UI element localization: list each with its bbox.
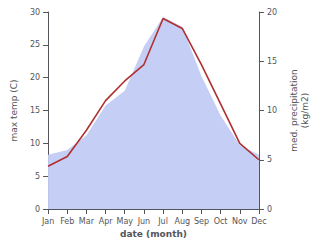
- svg-text:max temp (C): max temp (C): [9, 79, 19, 141]
- svg-text:0: 0: [267, 205, 272, 214]
- svg-text:25: 25: [30, 40, 40, 49]
- svg-text:20: 20: [30, 73, 40, 82]
- svg-text:Oct: Oct: [214, 217, 228, 226]
- svg-text:15: 15: [30, 106, 40, 115]
- svg-text:0: 0: [35, 205, 40, 214]
- svg-text:Mar: Mar: [79, 217, 95, 226]
- svg-text:30: 30: [30, 8, 40, 17]
- svg-text:Jul: Jul: [157, 217, 168, 226]
- svg-text:Dec: Dec: [251, 217, 266, 226]
- svg-text:15: 15: [267, 57, 277, 66]
- svg-text:20: 20: [267, 8, 277, 17]
- svg-text:10: 10: [30, 139, 40, 148]
- svg-text:med. precipitation: med. precipitation: [289, 69, 299, 151]
- svg-text:date (month): date (month): [120, 229, 187, 239]
- svg-text:Jun: Jun: [137, 217, 151, 226]
- svg-text:5: 5: [267, 155, 272, 164]
- svg-text:Feb: Feb: [60, 217, 74, 226]
- svg-text:Nov: Nov: [232, 217, 248, 226]
- svg-text:Jan: Jan: [41, 217, 54, 226]
- svg-text:5: 5: [35, 172, 40, 181]
- svg-text:(kg/m2): (kg/m2): [300, 93, 310, 128]
- svg-text:10: 10: [267, 106, 277, 115]
- svg-text:May: May: [116, 217, 133, 226]
- svg-text:Apr: Apr: [99, 217, 114, 226]
- svg-text:Aug: Aug: [174, 217, 190, 226]
- svg-text:Sep: Sep: [194, 217, 209, 226]
